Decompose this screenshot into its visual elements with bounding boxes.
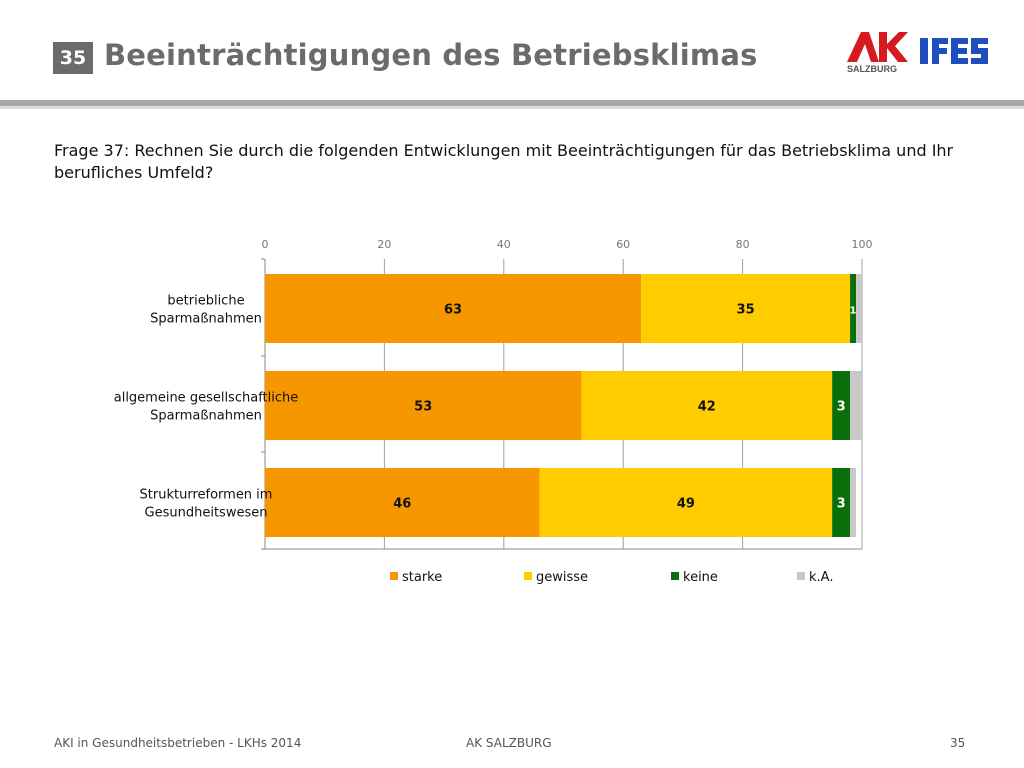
x-tick-label: 80 [736,238,750,251]
ifes-logo [920,38,988,64]
bar-segment [856,274,862,343]
data-label: 53 [414,400,432,415]
header-divider-light [0,106,1024,109]
category-label: allgemeine gesellschaftliche [114,391,299,406]
category-label: Strukturreformen im [140,488,273,503]
x-tick-label: 20 [377,238,391,251]
bar-segment [581,371,833,440]
bar-segment [641,274,851,343]
legend-label: gewisse [536,570,588,585]
legend-swatch [671,572,679,580]
bar-segment [850,371,862,440]
footer-center: AK SALZBURG [466,736,552,750]
x-tick-label: 100 [852,238,873,251]
data-label: 1 [850,306,857,317]
bar-segment [850,274,857,343]
x-tick-label: 40 [497,238,511,251]
legend-label: k.A. [809,570,833,585]
data-label: 49 [677,497,695,512]
footer-page-number: 35 [950,736,966,750]
ak-salzburg-logo: SALZBURG [847,32,908,74]
data-label: 42 [698,400,716,415]
bar-segment [850,468,857,537]
header-divider [0,100,1024,106]
legend-swatch [797,572,805,580]
x-tick-label: 60 [616,238,630,251]
data-label: 63 [444,303,462,318]
bar-segment [832,371,851,440]
svg-text:SALZBURG: SALZBURG [847,64,897,74]
bar-segment [265,371,582,440]
legend-label: keine [683,570,718,585]
category-label: betriebliche [167,294,244,309]
legend-swatch [524,572,532,580]
data-label: 3 [837,400,846,415]
data-label: 46 [393,497,411,512]
question-text: Frage 37: Rechnen Sie durch die folgende… [54,141,954,182]
legend-label: starke [402,570,442,585]
legend-swatch [390,572,398,580]
bar-segment [832,468,851,537]
x-tick-label: 0 [262,238,269,251]
bar-segment [539,468,833,537]
category-label: Sparmaßnahmen [150,409,262,424]
bar-segment [265,468,540,537]
data-label: 35 [737,303,755,318]
data-label: 3 [837,497,846,512]
bar-segment [265,274,642,343]
category-label: Gesundheitswesen [145,506,268,521]
page-title: Beeinträchtigungen des Betriebsklimas [104,38,758,72]
slide-number-badge: 35 [53,42,93,74]
category-label: Sparmaßnahmen [150,312,262,327]
footer-left: AKI in Gesundheitsbetrieben - LKHs 2014 [54,736,302,750]
